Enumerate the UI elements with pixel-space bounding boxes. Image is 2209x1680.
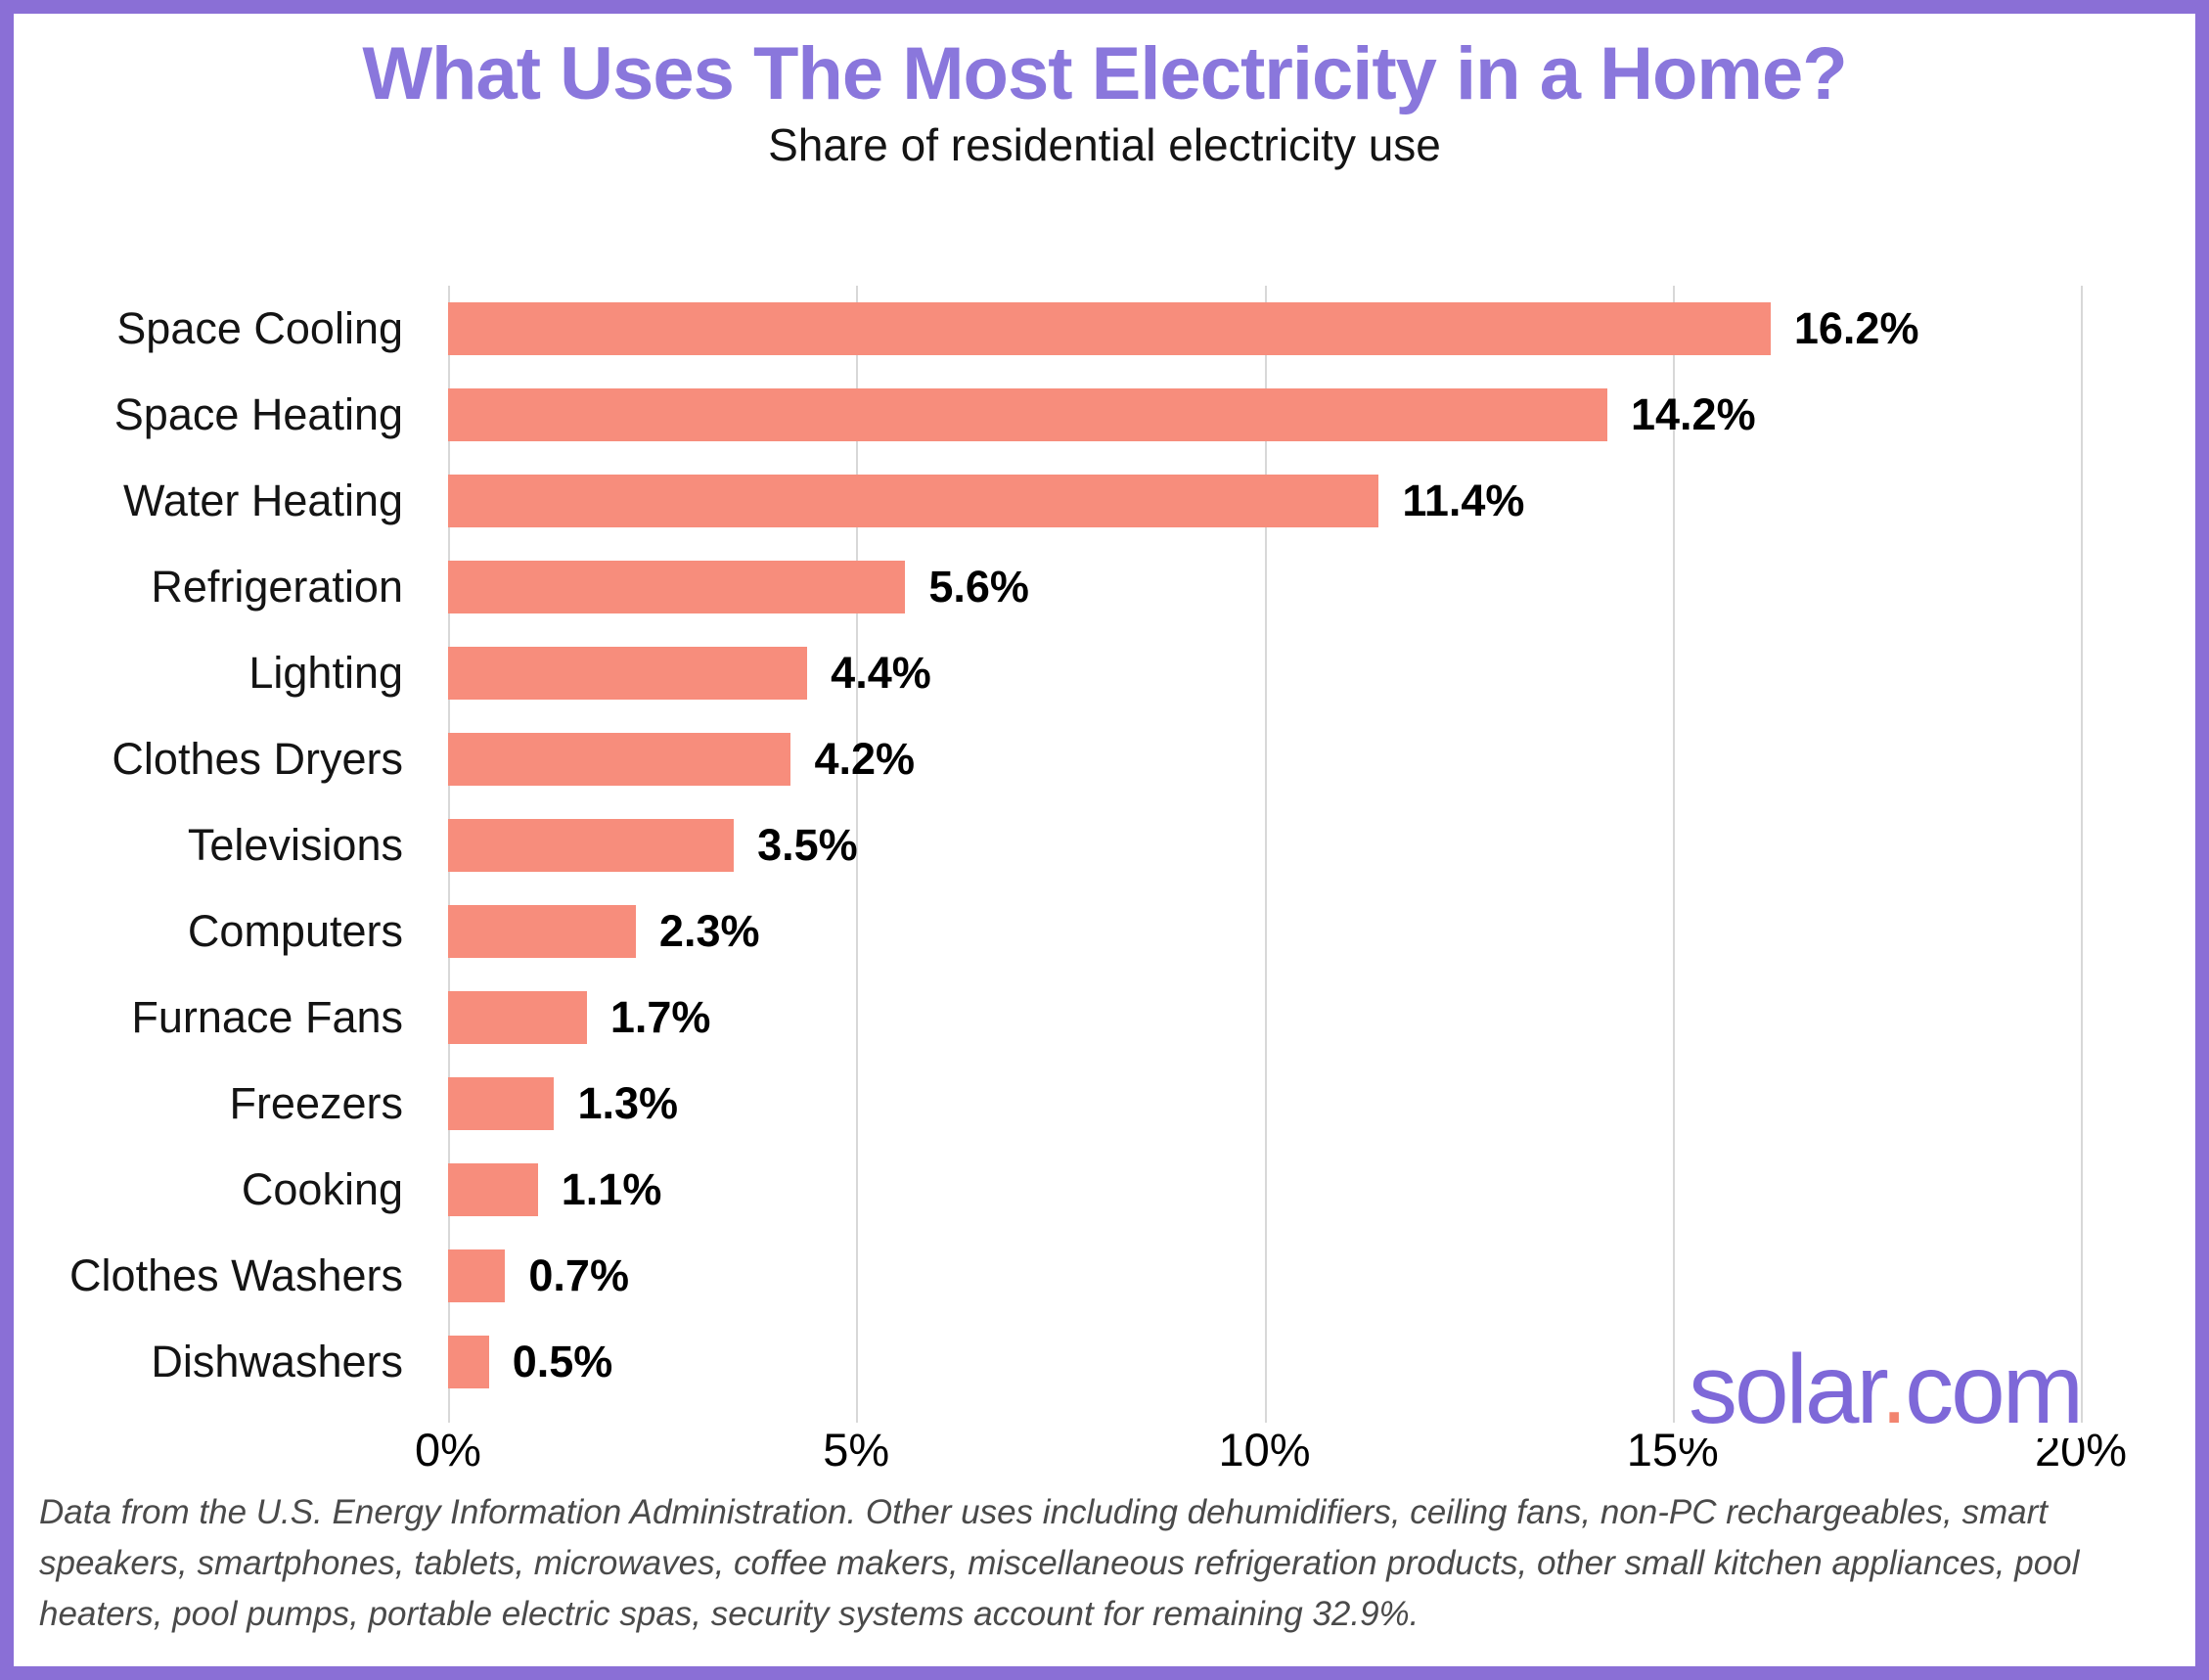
bar-track: 11.4% (448, 458, 2081, 544)
gridline (2081, 286, 2083, 1423)
chart-row: Computers 2.3% (14, 888, 2195, 975)
bar (448, 1077, 555, 1130)
chart-row: Lighting 4.4% (14, 630, 2195, 716)
value-label: 11.4% (1402, 476, 1525, 525)
chart-row: Clothes Washers 0.7% (14, 1233, 2195, 1319)
bar (448, 302, 1771, 355)
x-tick-label: 0% (415, 1424, 481, 1476)
category-label: Furnace Fans (131, 992, 403, 1042)
gridline (856, 286, 859, 1423)
bar-track: 3.5% (448, 802, 2081, 888)
bar-chart: Space Cooling 16.2% Space Heating 14.2% Wate… (14, 286, 2195, 1476)
value-label: 1.7% (609, 992, 711, 1042)
chart-row: Dishwashers 0.5% (14, 1319, 2195, 1405)
bar (448, 905, 636, 958)
value-label: 0.5% (512, 1337, 613, 1386)
bar (448, 1163, 538, 1216)
value-label: 4.2% (814, 734, 916, 784)
bar-track: 0.7% (448, 1233, 2081, 1319)
gridline (1672, 286, 1675, 1423)
value-label: 4.4% (831, 648, 931, 698)
bar (448, 647, 808, 700)
bar (448, 733, 791, 786)
category-label: Cooking (241, 1164, 403, 1214)
category-label: Televisions (187, 820, 403, 870)
category-label: Lighting (248, 648, 403, 698)
chart-row: Space Cooling 16.2% (14, 286, 2195, 372)
bar-track: 2.3% (448, 888, 2081, 975)
chart-subtitle: Share of residential electricity use (768, 119, 1441, 170)
bar-track: 1.1% (448, 1147, 2081, 1233)
bar-track: 1.3% (448, 1061, 2081, 1147)
category-label: Refrigeration (151, 562, 403, 612)
solar-logo: solar.com (1679, 1340, 2084, 1438)
bar-track: 4.2% (448, 716, 2081, 802)
chart-row: Freezers 1.3% (14, 1061, 2195, 1147)
value-label: 14.2% (1630, 389, 1756, 439)
category-label: Clothes Washers (69, 1250, 403, 1300)
bar-track: 16.2% (448, 286, 2081, 372)
chart-row: Water Heating 11.4% (14, 458, 2195, 544)
value-label: 0.7% (528, 1250, 629, 1300)
chart-row: Clothes Dryers 4.2% (14, 716, 2195, 802)
chart-row: Televisions 3.5% (14, 802, 2195, 888)
chart-row: Cooking 1.1% (14, 1147, 2195, 1233)
chart-title: What Uses The Most Electricity in a Home… (362, 32, 1847, 115)
category-label: Space Heating (113, 389, 403, 439)
bar (448, 561, 906, 613)
value-label: 2.3% (658, 906, 760, 956)
bar-track: 5.6% (448, 544, 2081, 630)
bar (448, 1336, 489, 1388)
bar-track: 1.7% (448, 975, 2081, 1061)
chart-row: Space Heating 14.2% (14, 372, 2195, 458)
x-tick-label: 5% (823, 1424, 890, 1476)
bar (448, 1249, 506, 1302)
category-label: Space Cooling (116, 303, 403, 353)
value-label: 3.5% (757, 820, 858, 870)
bar-track: 14.2% (448, 372, 2081, 458)
logo-tld: com (1905, 1335, 2084, 1444)
bar (448, 991, 587, 1044)
bar (448, 475, 1379, 527)
value-label: 1.1% (561, 1164, 662, 1214)
value-label: 1.3% (577, 1078, 679, 1128)
logo-dot: . (1880, 1335, 1908, 1444)
bar-track: 4.4% (448, 630, 2081, 716)
source-note: Data from the U.S. Energy Information Ad… (39, 1493, 2080, 1633)
category-label: Clothes Dryers (112, 734, 403, 784)
category-label: Freezers (229, 1078, 403, 1128)
bar-rows: Space Cooling 16.2% Space Heating 14.2% Wate… (14, 286, 2195, 1405)
bar-track: 0.5% (448, 1319, 2081, 1405)
chart-row: Furnace Fans 1.7% (14, 975, 2195, 1061)
category-label: Dishwashers (151, 1337, 403, 1386)
value-label: 5.6% (928, 562, 1029, 612)
category-label: Computers (187, 906, 403, 956)
logo-word: solar (1689, 1335, 1883, 1444)
category-label: Water Heating (123, 476, 403, 525)
value-label: 16.2% (1793, 303, 1919, 353)
bar (448, 388, 1607, 441)
x-tick-label: 10% (1218, 1424, 1311, 1476)
bar (448, 819, 735, 872)
chart-row: Refrigeration 5.6% (14, 544, 2195, 630)
gridline (1264, 286, 1267, 1423)
